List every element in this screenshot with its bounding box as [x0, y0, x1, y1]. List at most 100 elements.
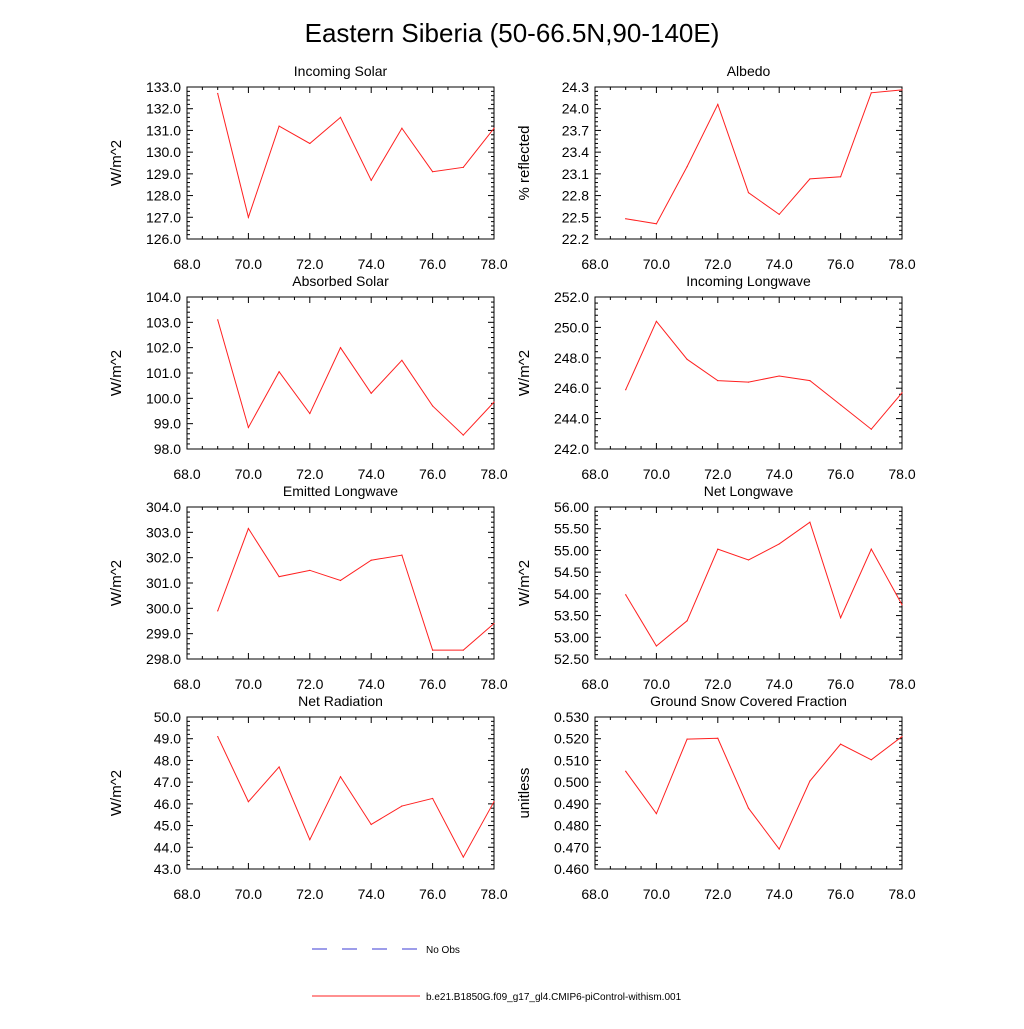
y-tick-label: 248.0 — [554, 350, 589, 366]
x-tick-label: 72.0 — [296, 886, 323, 902]
y-tick-label: 55.50 — [554, 521, 589, 537]
y-tick-label: 0.520 — [554, 731, 589, 747]
data-point — [278, 371, 280, 373]
y-tick-label: 0.530 — [554, 709, 589, 725]
panel-emitted-longwave: Emitted Longwave 298.0 299.0 300.0 301.0 302.… — [108, 483, 508, 692]
data-point — [870, 548, 872, 550]
panel-title: Absorbed Solar — [292, 273, 389, 289]
y-tick-label: 44.0 — [154, 839, 181, 855]
data-point — [747, 807, 750, 809]
y-tick-label: 104.0 — [146, 289, 181, 305]
y-axis-label: % reflected — [516, 125, 533, 200]
data-point — [717, 103, 719, 105]
x-tick-label: 68.0 — [173, 886, 200, 902]
data-point — [401, 127, 403, 129]
x-tick-label: 68.0 — [173, 466, 200, 482]
x-tick-label: 72.0 — [704, 676, 731, 692]
data-point — [493, 801, 495, 803]
panel-net-longwave: Net Longwave 52.50 53.00 53.50 54.00 54.50 55.… — [516, 483, 916, 692]
x-tick-label: 68.0 — [173, 256, 200, 272]
y-tick-label: 103.0 — [146, 314, 181, 330]
legend-label: No Obs — [426, 945, 460, 956]
legend-label: b.e21.B1850G.f09_g17_gl4.CMIP6-piControl… — [426, 992, 682, 1003]
y-tick-label: 244.0 — [554, 411, 589, 427]
x-tick-label: 74.0 — [358, 256, 385, 272]
data-point — [432, 405, 434, 407]
data-point — [778, 848, 780, 850]
data-point — [655, 813, 658, 815]
y-tick-label: 304.0 — [146, 499, 181, 515]
x-tick-label: 68.0 — [581, 466, 608, 482]
y-tick-label: 54.00 — [554, 586, 589, 602]
series-line — [625, 89, 903, 225]
y-tick-label: 24.3 — [562, 79, 589, 95]
y-tick-label: 0.500 — [554, 774, 589, 790]
data-point — [625, 389, 627, 391]
x-tick-label: 74.0 — [358, 676, 385, 692]
series-line — [217, 93, 495, 220]
data-point — [217, 92, 219, 95]
data-point — [339, 116, 342, 118]
y-tick-label: 301.0 — [146, 575, 181, 591]
data-point — [432, 649, 434, 651]
y-tick-label: 246.0 — [554, 380, 589, 396]
data-point — [655, 223, 658, 225]
data-point — [309, 142, 311, 145]
y-axis-label: W/m^2 — [516, 350, 533, 396]
data-point — [401, 554, 403, 556]
y-tick-label: 56.00 — [554, 499, 589, 515]
data-point — [339, 579, 342, 582]
x-tick-label: 78.0 — [888, 466, 915, 482]
y-tick-label: 24.0 — [562, 101, 589, 117]
y-tick-label: 45.0 — [154, 818, 181, 834]
data-point — [401, 359, 403, 361]
x-tick-label: 70.0 — [643, 676, 670, 692]
x-tick-label: 70.0 — [235, 256, 262, 272]
data-point — [309, 569, 311, 571]
y-tick-label: 53.00 — [554, 629, 589, 645]
x-tick-label: 68.0 — [581, 256, 608, 272]
x-tick-label: 72.0 — [296, 466, 323, 482]
data-point — [493, 622, 495, 625]
x-tick-label: 72.0 — [296, 676, 323, 692]
y-tick-label: 50.0 — [154, 709, 181, 725]
data-point — [717, 737, 719, 739]
panel-albedo: Albedo 22.2 22.5 22.8 23.1 23.4 23.7 24.0 24.3 68… — [516, 63, 916, 272]
y-tick-label: 101.0 — [146, 365, 181, 381]
y-axis-label: W/m^2 — [516, 560, 533, 606]
y-tick-label: 98.0 — [154, 441, 181, 457]
y-tick-label: 130.0 — [146, 144, 181, 160]
panel-title: Emitted Longwave — [283, 483, 398, 499]
panel-title: Incoming Longwave — [686, 273, 811, 289]
data-point — [747, 192, 750, 194]
data-point — [625, 770, 627, 772]
x-tick-label: 78.0 — [888, 256, 915, 272]
data-point — [840, 176, 842, 178]
y-tick-label: 0.490 — [554, 796, 589, 812]
data-point — [278, 125, 280, 127]
data-point — [840, 404, 842, 406]
x-tick-label: 72.0 — [704, 466, 731, 482]
x-tick-label: 76.0 — [419, 256, 446, 272]
data-point — [686, 738, 688, 740]
y-tick-label: 23.7 — [562, 122, 589, 138]
data-point — [809, 780, 811, 782]
x-tick-label: 68.0 — [581, 886, 608, 902]
x-tick-label: 78.0 — [480, 676, 507, 692]
x-tick-label: 70.0 — [235, 676, 262, 692]
y-tick-label: 252.0 — [554, 289, 589, 305]
data-point — [247, 426, 249, 429]
y-tick-label: 22.5 — [562, 209, 589, 225]
data-point — [901, 604, 903, 606]
y-axis-label: unitless — [516, 768, 533, 819]
panel-incoming-solar: Incoming Solar 126.0 127.0 128.0 129.0 130.0 1… — [108, 63, 508, 272]
data-point — [247, 527, 249, 530]
y-tick-label: 302.0 — [146, 550, 181, 566]
y-tick-label: 127.0 — [146, 209, 181, 225]
y-tick-label: 99.0 — [154, 416, 181, 432]
data-point — [655, 320, 658, 322]
y-tick-label: 48.0 — [154, 752, 181, 768]
x-tick-label: 76.0 — [827, 676, 854, 692]
panel-absorbed-solar: Absorbed Solar 98.0 99.0 100.0 101.0 102.0 103… — [108, 273, 508, 482]
